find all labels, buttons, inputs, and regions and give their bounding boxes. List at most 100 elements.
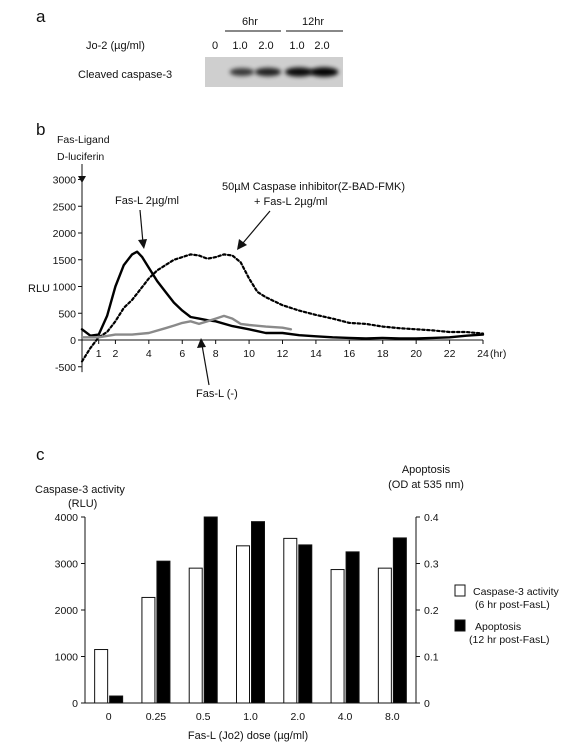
annotation-fasl-arrow (139, 209, 144, 244)
panel-c-letter: c (36, 445, 45, 464)
annotation-inhibitor-line1: 50µM Caspase inhibitor(Z-BAD-FMK) (222, 181, 405, 193)
x-axis-unit: (hr) (490, 348, 506, 360)
dose-label: 1.0 (232, 40, 247, 52)
x-tick-label: 10 (243, 348, 255, 360)
time-label-6hr: 6hr (242, 16, 258, 28)
annotation-fasl: Fas-L 2µg/ml (115, 195, 179, 207)
legend-swatch-caspase (454, 584, 466, 597)
y-tick-label-right: 0.2 (424, 605, 439, 617)
panel-a-letter: a (36, 7, 46, 26)
x-tick-label: 0 (106, 711, 112, 723)
bar-apoptosis (298, 544, 313, 704)
bar-caspase (94, 649, 109, 704)
bar-chart-bars (94, 516, 407, 704)
blot-band (254, 67, 282, 77)
blot-band (229, 68, 255, 76)
bar-caspase (236, 545, 250, 704)
y-tick-label-right: 0.1 (424, 652, 439, 664)
panel-a: a 6hr 12hr Jo-2 (µg/ml) 0 1.0 2.0 1.0 2.0 Cl… (36, 7, 343, 87)
y-tick-label-left: 2000 (55, 605, 79, 617)
x-tick-label: 14 (310, 348, 322, 360)
bar-apoptosis (203, 516, 218, 704)
series-line-fasl (80, 250, 485, 340)
y-tick-label-left: 0 (72, 698, 78, 710)
stimulus-label-luciferin: D-luciferin (57, 151, 104, 163)
x-tick-label: 1 (96, 348, 102, 360)
x-tick-label: 16 (343, 348, 355, 360)
x-tick-label: 8 (213, 348, 219, 360)
x-tick-label: 18 (377, 348, 389, 360)
bar-caspase (141, 596, 156, 704)
x-tick-label: 12 (277, 348, 289, 360)
dose-label: 2.0 (258, 40, 273, 52)
time-label-12hr: 12hr (302, 16, 324, 28)
dose-label: 1.0 (289, 40, 304, 52)
legend-apoptosis-line2: (12 hr post-FasL) (469, 634, 550, 646)
bar-caspase (283, 537, 298, 704)
x-tick-label: 4 (146, 348, 152, 360)
x-tick-label: 6 (179, 348, 185, 360)
legend-caspase-line2: (6 hr post-FasL) (475, 599, 550, 611)
legend-apoptosis-line1: Apoptosis (475, 621, 521, 633)
y-tick-label: 500 (58, 308, 76, 320)
y-tick-label-left: 3000 (55, 559, 79, 571)
ylabel-left-line2: (RLU) (68, 498, 97, 510)
x-tick-label: 24 (477, 348, 489, 360)
blot-band (284, 67, 314, 77)
dose-row-label: Jo-2 (µg/ml) (86, 40, 145, 52)
bar-caspase (188, 567, 203, 704)
dose-label: 0 (212, 40, 218, 52)
x-tick-label: 20 (410, 348, 422, 360)
y-tick-label: 1000 (53, 282, 77, 294)
dose-labels: 0 1.0 2.0 1.0 2.0 (212, 40, 330, 52)
x-tick-label: 1.0 (243, 711, 258, 723)
bar-chart-axes: 0 1000 2000 3000 4000 0 0.1 0.2 0.3 0.4 0 0.25 0.5 1.… (55, 512, 439, 723)
y-tick-label-right: 0.4 (424, 512, 439, 524)
blot-label: Cleaved caspase-3 (78, 69, 172, 81)
y-tick-label-right: 0 (424, 698, 430, 710)
y-tick-label: 3000 (53, 175, 77, 187)
annotation-negative-arrow (201, 344, 210, 386)
x-tick-label: 2 (112, 348, 118, 360)
stimulus-label-fasl: Fas-Ligand (57, 134, 110, 146)
y-tick-label: 2000 (53, 228, 77, 240)
y-tick-label-left: 1000 (55, 652, 79, 664)
annotation-fasl-arrowhead (138, 239, 147, 249)
blot-band (309, 67, 339, 77)
panel-c: c Caspase-3 activity (RLU) Apoptosis (OD… (35, 445, 560, 742)
y-tick-label: 2500 (53, 201, 77, 213)
bar-caspase (330, 569, 345, 704)
y-tick-label-right: 0.3 (424, 559, 439, 571)
y-tick-label: 1500 (53, 255, 77, 267)
x-tick-label: 4.0 (338, 711, 353, 723)
annotation-inhibitor-arrowhead (237, 239, 247, 250)
panel-b: b Fas-Ligand D-luciferin RLU -500 0 500 100… (28, 120, 506, 400)
line-chart-series (80, 250, 485, 363)
ylabel-right-line1: Apoptosis (402, 464, 451, 476)
x-tick-label: 0.5 (196, 711, 211, 723)
y-tick-label: -500 (55, 362, 76, 374)
xlabel-dose: Fas-L (Jo2) dose (µg/ml) (188, 730, 308, 742)
annotation-negative-arrowhead (197, 338, 206, 348)
ylabel-left-line1: Caspase-3 activity (35, 484, 125, 496)
series-line-negative (80, 314, 293, 339)
dose-label: 2.0 (314, 40, 329, 52)
panel-b-letter: b (36, 120, 45, 139)
x-tick-label: 0.25 (146, 711, 167, 723)
bar-apoptosis (109, 695, 124, 704)
series-line-inhibitor (80, 253, 485, 363)
y-tick-label: 0 (70, 335, 76, 347)
legend-swatch-apoptosis (454, 619, 466, 632)
y-tick-label-left: 4000 (55, 512, 79, 524)
bar-apoptosis (345, 551, 360, 704)
annotation-inhibitor-arrow (242, 210, 271, 244)
legend-caspase-line1: Caspase-3 activity (473, 586, 560, 598)
bar-apoptosis (251, 521, 265, 704)
bar-caspase (377, 567, 392, 704)
bar-apoptosis (392, 537, 407, 704)
blot-bands (229, 67, 339, 77)
x-tick-label: 22 (444, 348, 456, 360)
ylabel-rlu: RLU (28, 283, 50, 295)
